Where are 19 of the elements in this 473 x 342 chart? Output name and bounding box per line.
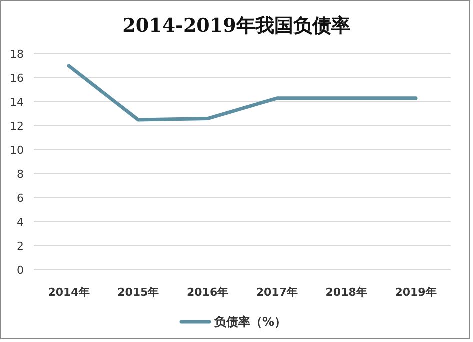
x-tick-label: 2018年 xyxy=(326,286,368,299)
y-tick-label: 14 xyxy=(10,96,24,109)
y-tick-label: 4 xyxy=(17,216,24,229)
y-tick-label: 6 xyxy=(17,192,24,205)
legend-label: 负债率（%） xyxy=(214,315,287,329)
y-tick-label: 0 xyxy=(17,264,24,277)
y-tick-label: 18 xyxy=(10,48,24,61)
x-tick-label: 2019年 xyxy=(395,286,437,299)
y-tick-label: 12 xyxy=(10,120,24,133)
x-tick-label: 2017年 xyxy=(256,286,298,299)
x-tick-label: 2016年 xyxy=(186,286,229,299)
line-series xyxy=(67,64,418,122)
y-tick-label: 16 xyxy=(10,72,24,85)
y-tick-label: 8 xyxy=(17,168,24,181)
x-tick-label: 2015年 xyxy=(118,286,160,299)
chart-title: 2014-2019年我国负债率 xyxy=(122,15,350,37)
x-tick-label: 2014年 xyxy=(48,286,90,299)
y-tick-label: 2 xyxy=(17,240,24,253)
y-tick-label: 10 xyxy=(10,144,24,157)
